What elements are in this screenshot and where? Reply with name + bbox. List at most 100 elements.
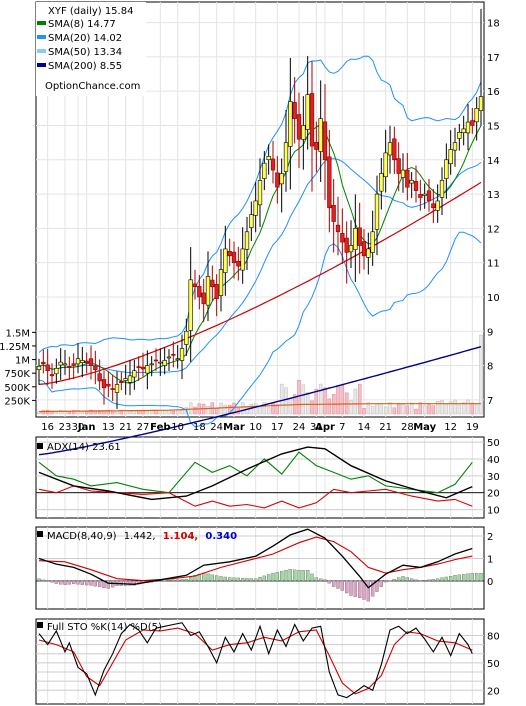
volume-bar	[67, 411, 72, 415]
x-tick-label: 21	[119, 422, 132, 433]
volume-bar	[414, 408, 418, 415]
candle-body	[370, 231, 375, 253]
volume-bar	[405, 405, 410, 415]
macd-title-name: MACD(8,40,9)	[47, 531, 117, 542]
volume-bar	[431, 405, 436, 415]
volume-bar	[37, 411, 41, 415]
volume-bar	[357, 383, 362, 415]
candle-body	[474, 108, 479, 123]
volume-bar	[349, 400, 353, 415]
volume-bar	[340, 384, 345, 415]
macd-histogram-bar	[189, 577, 193, 582]
volume-tick-label: 250K	[4, 396, 30, 407]
sma50-line	[38, 181, 482, 385]
macd-histogram-bar	[249, 578, 253, 582]
volume-bar	[71, 410, 76, 415]
volume-bar	[383, 406, 388, 415]
candle-body	[357, 227, 362, 246]
volume-bar	[58, 409, 63, 415]
x-tick-label: 30	[72, 422, 85, 433]
candle-body	[288, 101, 293, 147]
macd-histogram-bar	[457, 574, 461, 582]
legend-swatch-sma50	[37, 49, 46, 53]
legend-label-sma200: SMA(200) 8.55	[48, 61, 122, 72]
macd-histogram-bar	[223, 576, 227, 582]
x-tick-label: 23	[59, 422, 72, 433]
x-tick-label: Apr	[315, 422, 335, 433]
volume-bar	[110, 410, 115, 415]
x-tick-label: 10	[249, 422, 262, 433]
macd-histogram-bar	[384, 580, 388, 583]
candle-body	[88, 358, 94, 366]
candle-body	[214, 284, 219, 299]
candle-body	[119, 380, 124, 384]
candle-body	[470, 120, 475, 126]
macd-histogram-bar	[50, 580, 54, 583]
candle-body	[396, 158, 401, 174]
x-tick-label: 21	[379, 422, 392, 433]
macd-histogram-bar	[379, 580, 383, 587]
macd-histogram-bar	[219, 576, 223, 582]
indicator-lines	[36, 446, 484, 699]
candle-body	[465, 121, 471, 134]
price-tick-label: 12	[487, 224, 500, 235]
volume-bar	[288, 398, 293, 415]
macd-histogram-bar	[63, 580, 67, 585]
candle-body	[418, 194, 423, 198]
volume-bar	[388, 402, 392, 415]
macd-histogram-bar	[401, 576, 405, 582]
candle-body	[227, 250, 232, 257]
macd-histogram-value: 0.340	[205, 531, 237, 542]
volume-bar	[370, 406, 375, 415]
candle-body	[266, 156, 271, 161]
volume-bar	[422, 405, 427, 415]
x-tick-label: 13	[102, 422, 115, 433]
macd-histogram-bar	[106, 580, 110, 589]
candle-body	[149, 363, 154, 366]
volume-bar	[206, 406, 210, 415]
macd-histogram-bar	[366, 580, 370, 602]
legend-swatch-sma200	[37, 63, 46, 67]
volume-bar	[318, 383, 323, 415]
macd-histogram-bar	[332, 580, 336, 587]
macd-histogram-bar	[427, 579, 431, 582]
x-tick-label: 12	[444, 422, 457, 433]
panel-frame-price	[35, 1, 485, 418]
sma20-line	[38, 158, 482, 374]
volume-bars	[37, 334, 483, 415]
volume-bar	[427, 404, 431, 415]
volume-bar	[63, 410, 67, 415]
macd-histogram-bar	[362, 580, 366, 600]
volume-bar	[128, 411, 132, 415]
x-tick-label: 31	[310, 422, 323, 433]
volume-bar	[409, 402, 414, 415]
candle-body	[97, 373, 102, 382]
legend-swatch-sma20	[37, 35, 46, 39]
candle-body	[62, 363, 68, 366]
macd-histogram-bar	[137, 580, 141, 585]
volume-bar	[314, 388, 319, 415]
volume-bar	[106, 409, 111, 415]
candle-body	[236, 260, 241, 267]
adx-title: ADX(14) 23.61	[37, 442, 121, 453]
volume-tick-label: 500K	[4, 383, 30, 394]
volume-bar	[470, 402, 475, 415]
volume-bar	[97, 411, 102, 415]
macd-histogram-bar	[284, 570, 288, 582]
candle-body	[201, 292, 206, 305]
adx-tick-label: 20	[487, 489, 500, 500]
candle-body	[179, 348, 185, 361]
adx-title-text: ADX(14) 23.61	[47, 442, 121, 453]
volume-bar	[379, 403, 384, 415]
macd-histogram-bar	[236, 577, 240, 582]
source-label: OptionChance.com	[45, 81, 140, 92]
macd-histogram-bar	[93, 580, 97, 587]
candle-body	[383, 152, 388, 178]
macd-histogram-bar	[210, 574, 214, 582]
bollinger-lower-band	[38, 231, 482, 428]
macd-histogram-bar	[163, 580, 167, 582]
macd-histogram-bar	[232, 577, 236, 582]
volume-bar	[279, 383, 284, 415]
candle-body	[270, 158, 276, 171]
